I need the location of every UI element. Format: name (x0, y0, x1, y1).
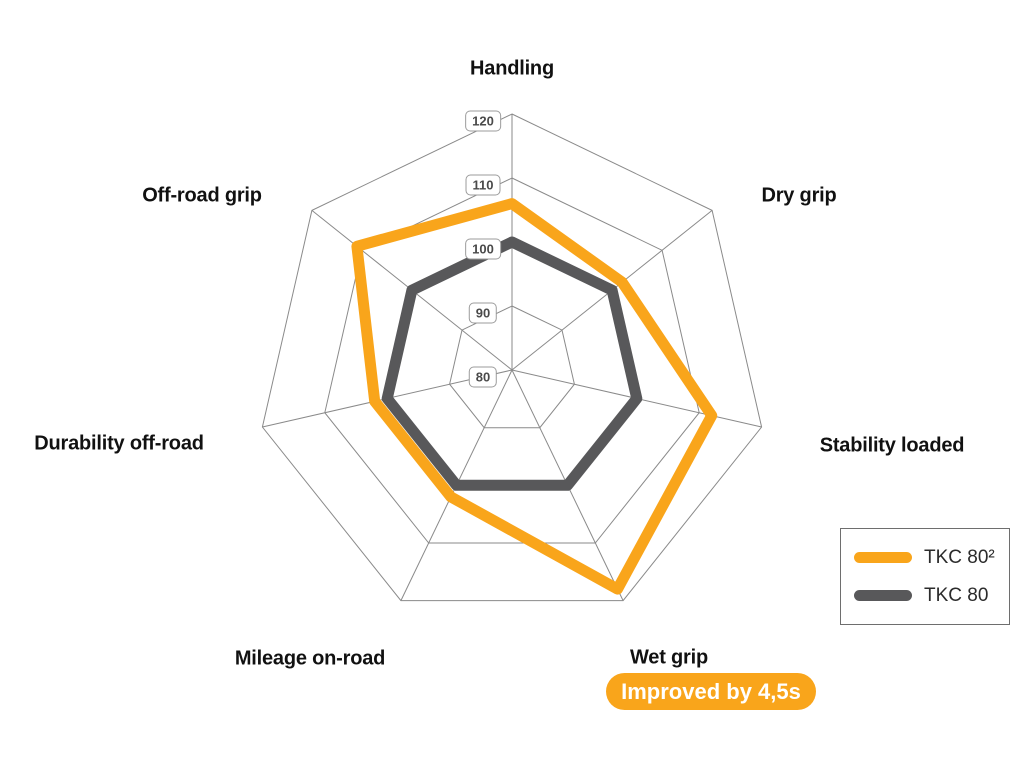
series-polygon-tkc-80 (381, 236, 643, 491)
legend-item-tkc-80: TKC 80 (854, 586, 1009, 605)
grid-ring-120 (261, 113, 763, 602)
axis-label-durability-off-road: Durability off-road (34, 432, 204, 455)
scale-tick-80: 80 (468, 366, 498, 388)
grid-ring-90 (449, 305, 575, 429)
legend-box: TKC 80² TKC 80 (840, 528, 1010, 625)
tkc-80-2-line-swatch-icon (854, 552, 912, 563)
tkc-80-line-swatch-icon (854, 590, 912, 601)
scale-tick-110: 110 (465, 174, 501, 196)
axis-label-stability-loaded: Stability loaded (819, 434, 965, 457)
legend-item-tkc-80-2: TKC 80² (854, 548, 1009, 567)
legend-label-tkc-80: TKC 80 (924, 585, 989, 606)
axis-label-off-road-grip: Off-road grip (142, 184, 262, 207)
axis-label-dry-grip: Dry grip (761, 184, 837, 207)
scale-tick-120: 120 (465, 110, 501, 132)
legend-label-tkc-80-2: TKC 80² (924, 547, 995, 568)
wet-grip-improvement-badge: Improved by 4,5s (606, 673, 816, 710)
axis-label-mileage-on-road: Mileage on-road (234, 647, 386, 670)
axis-label-wet-grip: Wet grip (629, 646, 709, 669)
axis-label-handling: Handling (470, 57, 554, 80)
scale-tick-90: 90 (468, 302, 498, 324)
series-polygon-tkc-80 (351, 198, 718, 595)
scale-tick-100: 100 (465, 238, 501, 260)
